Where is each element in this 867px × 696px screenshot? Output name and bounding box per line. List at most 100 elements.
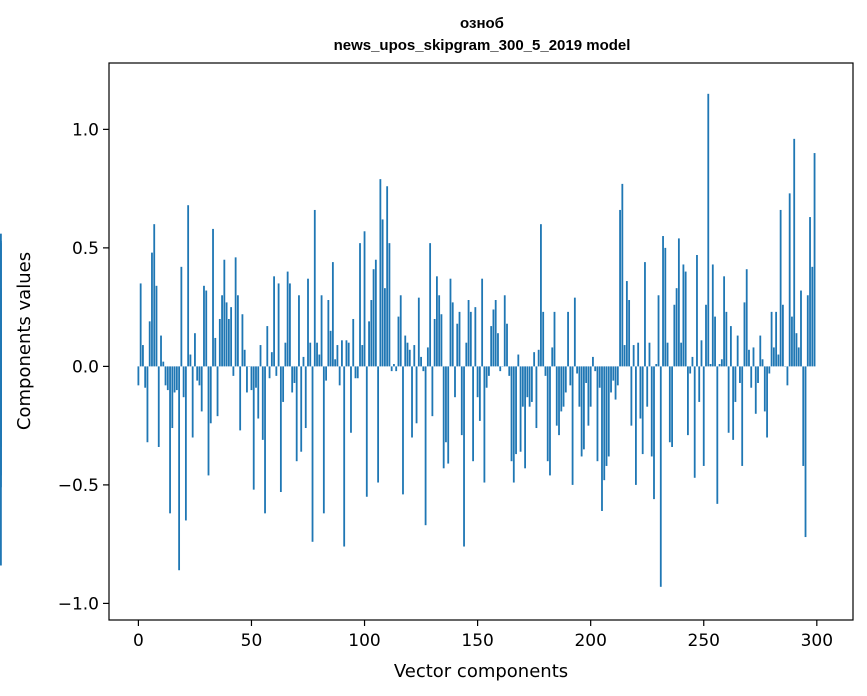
bar-111 [388, 243, 391, 367]
y-axis-ticks: −1.0 −0.5 0.0 0.5 1.0 [58, 120, 109, 614]
bar-77 [311, 366, 314, 542]
bar-11 [162, 361, 165, 367]
bar-64 [282, 366, 285, 402]
bar-61 [275, 366, 278, 376]
bar-282 [775, 311, 778, 367]
bar-53 [257, 366, 260, 419]
bar-182 [549, 366, 551, 476]
bar-96 [354, 366, 357, 379]
bar-27 [198, 366, 201, 386]
bar-200 [589, 366, 592, 407]
bar-98 [359, 243, 361, 367]
bar-97 [356, 366, 359, 379]
bar-8 [155, 285, 158, 367]
bar-295 [804, 366, 807, 538]
bar-15 [171, 366, 174, 429]
bar-146 [467, 300, 470, 367]
bar-47 [243, 349, 246, 367]
bar-202 [594, 366, 597, 372]
bar-294 [802, 366, 805, 466]
bar-0 [137, 366, 140, 386]
y-tick-label: −0.5 [58, 476, 99, 496]
bar-66 [286, 271, 289, 367]
bar-50 [250, 366, 253, 391]
x-tick-label: 250 [688, 631, 720, 651]
bar-56 [264, 366, 266, 514]
bar-117 [402, 366, 404, 495]
bar-84 [327, 300, 330, 367]
bar-194 [576, 366, 579, 374]
bar-163 [506, 323, 508, 367]
bar-226 [648, 342, 651, 367]
bar-51 [252, 366, 255, 490]
bar-167 [515, 366, 517, 455]
bar-287 [786, 366, 789, 386]
bar-293 [800, 290, 802, 367]
bar-80 [318, 354, 321, 367]
y-tick-label: 1.0 [72, 120, 99, 140]
bar-85 [329, 330, 332, 367]
bar-247 [696, 254, 698, 367]
bar-123 [415, 366, 418, 424]
bar-33 [212, 228, 214, 367]
bar-265 [736, 335, 739, 367]
bar-17 [175, 366, 178, 391]
bar-179 [542, 311, 545, 367]
bar-252 [707, 93, 710, 367]
bar-185 [555, 366, 558, 426]
bar-151 [478, 366, 481, 421]
bar-190 [567, 311, 569, 367]
x-tick-label: 300 [801, 631, 833, 651]
bar-153 [483, 366, 486, 483]
bar-259 [723, 276, 726, 367]
bar-166 [512, 366, 515, 483]
bar-275 [759, 335, 762, 367]
y-tick-label: 0.5 [72, 239, 99, 259]
x-tick-label: 100 [348, 631, 380, 651]
bar-39 [225, 302, 228, 367]
bar-134 [440, 314, 443, 367]
x-axis-ticks: 0 50 100 150 200 250 300 [133, 620, 833, 651]
bar-224 [644, 262, 646, 367]
bar-18 [178, 366, 181, 571]
bar-204 [598, 366, 601, 388]
bar-60 [273, 276, 275, 367]
bar-174 [530, 366, 533, 402]
bar-171 [524, 366, 526, 469]
bar-158 [494, 300, 497, 367]
bar-14 [169, 366, 171, 514]
bar-67 [289, 283, 291, 367]
bar-242 [684, 271, 687, 367]
bar-107 [379, 179, 382, 367]
bar-239 [677, 238, 680, 367]
bar-31 [207, 366, 210, 476]
bar-268 [743, 302, 746, 367]
bar-241 [682, 264, 685, 367]
bar-276 [761, 359, 764, 367]
bar-216 [625, 281, 628, 367]
bar-278 [766, 366, 768, 438]
bar-296 [806, 295, 809, 367]
bar-262 [729, 326, 732, 367]
bar-209 [610, 366, 612, 393]
bar-217 [628, 300, 631, 367]
bar-131 [433, 318, 436, 367]
bar-32 [209, 366, 212, 424]
bar-149 [474, 307, 477, 367]
bar-245 [691, 356, 694, 367]
bar-169 [519, 366, 522, 452]
bar-3 [144, 366, 147, 388]
bar-147 [469, 311, 472, 367]
bar-165 [510, 366, 513, 462]
bar-10 [160, 335, 162, 367]
bar-87 [334, 359, 337, 367]
bar-93 [347, 342, 350, 367]
bar-164 [508, 366, 511, 376]
bar-112 [390, 366, 393, 372]
bar-176 [535, 366, 538, 429]
bar-220 [635, 366, 637, 485]
bar-223 [641, 366, 644, 455]
bar-229 [655, 364, 658, 367]
bar-57 [266, 326, 269, 367]
bar-162 [503, 295, 506, 367]
